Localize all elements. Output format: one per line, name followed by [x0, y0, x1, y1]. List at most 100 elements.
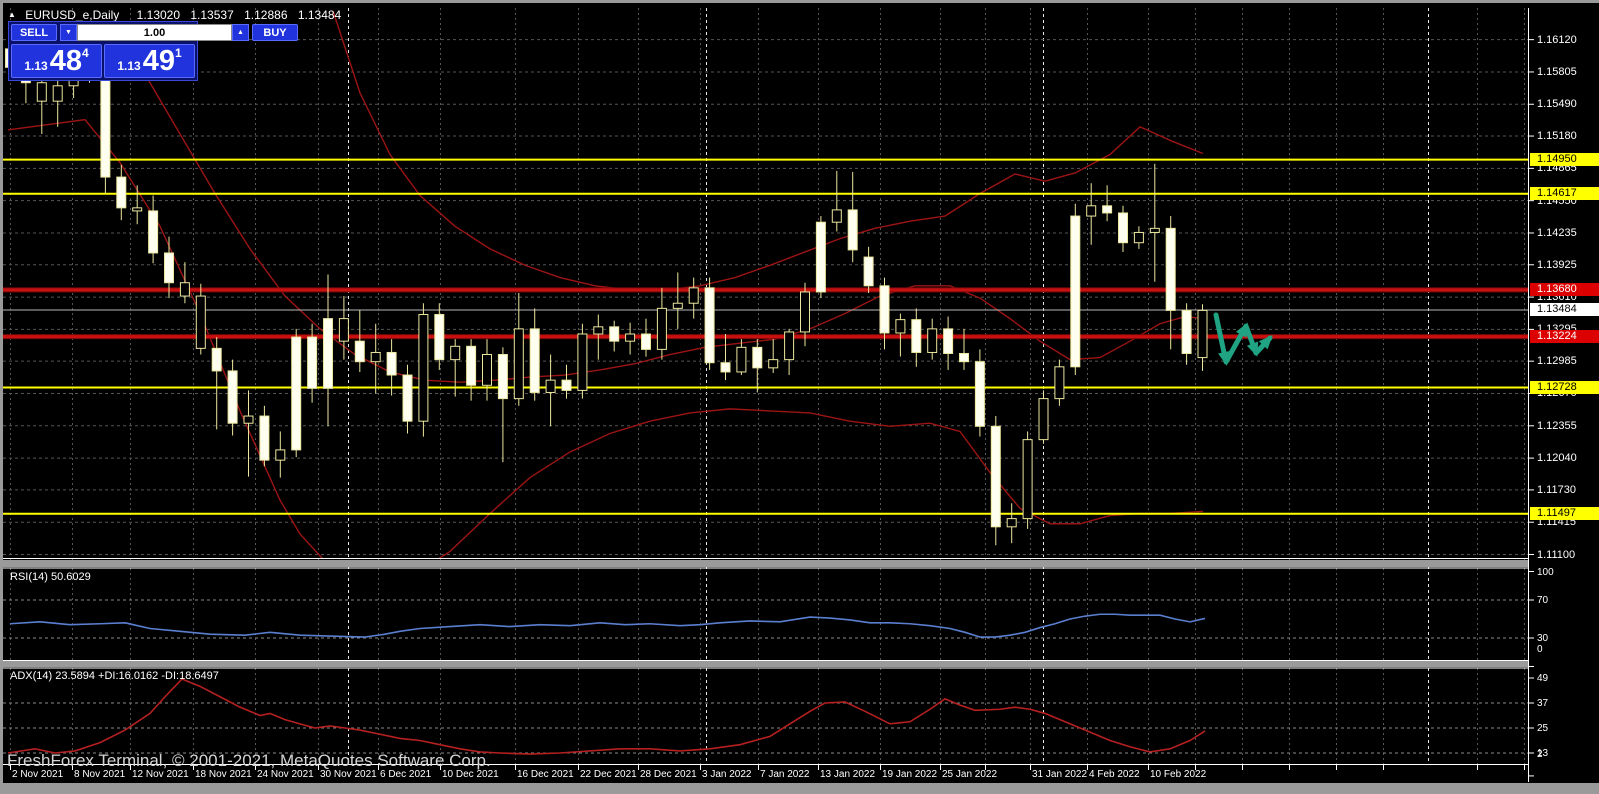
adx-axis-label: 37 [1537, 698, 1549, 709]
time-axis-label: 16 Dec 2021 [517, 769, 574, 780]
adx-indicator-label: ADX(14) 23.5894 +DI:16.0162 -DI:18.6497 [10, 670, 219, 682]
left-border [0, 0, 3, 794]
candle-body [1022, 439, 1033, 520]
candle-body [688, 287, 699, 304]
candle-body [211, 347, 222, 372]
price-axis-label: 1.15490 [1537, 98, 1577, 111]
top-border [0, 0, 1599, 3]
high-quote: 1.13537 [190, 8, 234, 22]
time-axis-label: 24 Nov 2021 [257, 769, 314, 780]
price-axis-label: 1.16120 [1537, 33, 1577, 46]
panel-splitter[interactable] [3, 661, 1528, 667]
candle-body [561, 379, 572, 391]
buy-price-main: 49 [142, 45, 175, 77]
time-axis-label: 6 Dec 2021 [380, 769, 432, 780]
price-axis-label: 1.14235 [1537, 226, 1577, 239]
price-level-badge: 1.14617 [1530, 186, 1599, 200]
candle-body [1102, 205, 1113, 214]
price-level-badge: 1.13680 [1530, 282, 1599, 296]
sell-price-button[interactable]: 1.13 48 4 [11, 44, 102, 78]
candle-body [1006, 518, 1017, 528]
adx-axis-label: 49 [1537, 673, 1549, 684]
time-axis-label: 19 Jan 2022 [882, 769, 938, 780]
candles [5, 35, 1208, 546]
candle-body [1038, 398, 1049, 441]
candle-body [36, 82, 47, 102]
zigzag-w-drawing[interactable] [1213, 312, 1273, 366]
candle-body [354, 340, 365, 363]
time-axis-label: 28 Dec 2021 [640, 769, 697, 780]
candle-body [1133, 231, 1144, 244]
rsi-axis-label: 30 [1537, 633, 1549, 644]
volume-input[interactable] [77, 24, 232, 41]
time-axis-label: 2 Nov 2021 [12, 769, 64, 780]
sell-price-main: 48 [49, 45, 82, 77]
candle-body [784, 331, 795, 361]
buy-price-prefix: 1.13 [117, 59, 141, 73]
time-axis-label: 30 Nov 2021 [320, 769, 377, 780]
candle-body [497, 354, 508, 400]
candle-body [482, 354, 492, 386]
sell-button[interactable]: SELL [11, 24, 57, 41]
candle-body [656, 307, 667, 350]
price-axis-label: 1.12040 [1537, 452, 1577, 465]
candle-body [943, 328, 954, 354]
one-click-trading-widget: SELL ▼ ▲ BUY 1.13 48 4 1.13 49 1 [8, 21, 298, 81]
candle-body [672, 302, 683, 309]
panel-splitter[interactable] [3, 560, 1528, 567]
candle-body [529, 328, 540, 393]
candle-body [1149, 227, 1160, 233]
time-axis-label: 4 Feb 2022 [1089, 769, 1140, 780]
symbol-period-label: EURUSD_e,Daily [25, 8, 120, 22]
candle-body [1197, 309, 1208, 359]
candle-body [243, 415, 254, 424]
candle-body [513, 328, 524, 400]
price-level-badge: 1.14950 [1530, 152, 1599, 166]
candle-body [402, 374, 413, 422]
time-axis-label: 12 Nov 2021 [132, 769, 189, 780]
time-axis-label: 7 Jan 2022 [760, 769, 810, 780]
candle-body [800, 291, 810, 333]
candle-body [545, 379, 556, 393]
candle-body [227, 370, 238, 424]
time-axis-label: 18 Nov 2021 [195, 769, 252, 780]
candle-body [338, 318, 349, 342]
adx-axis-label: 13 [1537, 748, 1549, 759]
collapse-quote-icon[interactable]: ▲ [8, 10, 16, 19]
candle-body [1070, 215, 1081, 368]
price-axis-label: 1.11730 [1537, 483, 1576, 496]
adx-axis-label: 2 [1537, 749, 1543, 760]
candle-body [195, 295, 206, 349]
sell-price-prefix: 1.13 [24, 59, 48, 73]
candle-body [1165, 227, 1176, 311]
candle-body [291, 336, 302, 451]
sell-price-pip: 4 [81, 46, 89, 60]
buy-button[interactable]: BUY [252, 24, 298, 41]
buy-price-button[interactable]: 1.13 49 1 [104, 44, 195, 78]
candle-body [450, 345, 461, 361]
candle-body [259, 415, 270, 461]
candle-body [752, 346, 763, 369]
price-axis-label: 1.11100 [1537, 548, 1576, 561]
candle-body [609, 326, 620, 342]
candle-body [625, 333, 636, 342]
time-axis-label: 13 Jan 2022 [820, 769, 876, 780]
candle-body [132, 207, 143, 212]
candle-body [1054, 366, 1065, 400]
candle-body [116, 176, 127, 209]
close-quote: 1.13484 [297, 8, 342, 22]
chart-title: ▲ EURUSD_e,Daily 1.13020 1.13537 1.12886… [8, 8, 348, 22]
candle-body [307, 336, 318, 389]
time-axis-label: 25 Jan 2022 [942, 769, 998, 780]
candle-body [1181, 309, 1192, 354]
candle-body [593, 326, 604, 335]
rsi-indicator-label: RSI(14) 50.6029 [10, 571, 91, 583]
candle-body [52, 85, 63, 102]
candle-body [895, 319, 906, 334]
volume-decrease-icon[interactable]: ▼ [60, 24, 77, 41]
volume-increase-icon[interactable]: ▲ [232, 24, 249, 41]
time-axis-label: 8 Nov 2021 [74, 769, 126, 780]
candle-body [863, 256, 874, 287]
price-axis-label: 1.13925 [1537, 258, 1577, 271]
